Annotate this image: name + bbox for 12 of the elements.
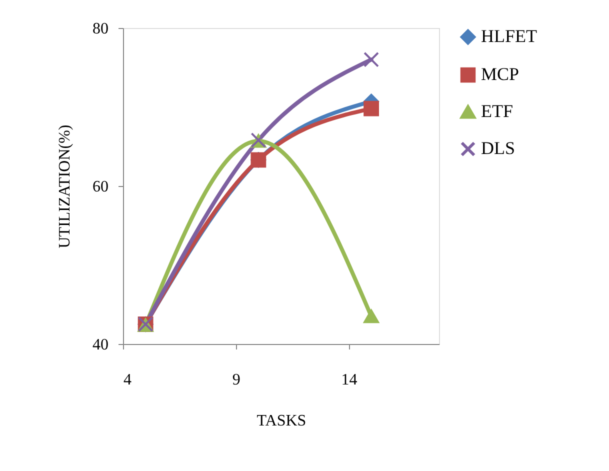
y-tick-label: 60 xyxy=(92,178,108,196)
x-tick-label: 14 xyxy=(341,372,358,388)
legend-label: HLFET xyxy=(481,26,537,46)
y-tick-label: 80 xyxy=(92,20,108,38)
x-axis-title: TASKS xyxy=(256,412,306,430)
y-tick-label: 40 xyxy=(92,336,108,354)
x-tick-label: 4 xyxy=(124,372,132,388)
legend-label: MCP xyxy=(481,64,520,84)
legend-label: DLS xyxy=(481,138,516,158)
y-axis-title: UTILIZATION(%) xyxy=(56,124,74,248)
x-tick-label: 9 xyxy=(232,372,240,388)
legend-label: ETF xyxy=(481,101,514,121)
